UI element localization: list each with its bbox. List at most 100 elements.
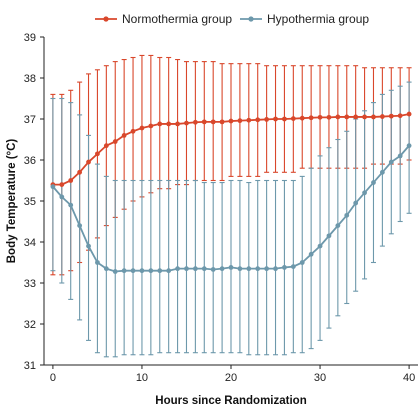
y-tick-label: 35	[24, 196, 36, 208]
data-point-hypothermia	[148, 268, 154, 274]
data-point-normothermia	[344, 114, 350, 120]
data-point-hypothermia	[77, 223, 83, 229]
data-point-normothermia	[290, 116, 296, 121]
data-point-hypothermia	[379, 169, 385, 175]
data-point-hypothermia	[157, 268, 163, 274]
data-point-normothermia	[362, 114, 367, 120]
data-point-hypothermia	[264, 266, 270, 272]
y-axis-title: Body Temperature (°C)	[6, 139, 18, 264]
data-point-normothermia	[335, 114, 341, 120]
y-tick-label: 33	[24, 278, 36, 290]
x-tick-label: 30	[314, 372, 326, 384]
x-tick-label: 10	[136, 372, 148, 384]
data-point-normothermia	[175, 121, 180, 127]
y-tick-label: 34	[24, 237, 36, 249]
legend: Normothermia group Hypothermia group	[95, 12, 369, 26]
data-point-hypothermia	[175, 266, 180, 272]
data-point-normothermia	[282, 116, 287, 122]
data-point-normothermia	[130, 128, 136, 134]
data-point-normothermia	[201, 119, 207, 125]
x-tick-label: 20	[225, 372, 237, 384]
data-point-normothermia	[317, 114, 323, 120]
data-point-hypothermia	[59, 194, 65, 200]
legend-item-hypothermia: Hypothermia group	[240, 12, 369, 26]
data-point-hypothermia	[68, 202, 74, 208]
data-point-normothermia	[95, 151, 100, 157]
data-point-hypothermia	[290, 264, 296, 269]
data-point-hypothermia	[326, 233, 332, 239]
data-point-hypothermia	[362, 190, 367, 196]
y-tick-label: 32	[24, 319, 36, 331]
data-point-normothermia	[157, 121, 163, 127]
data-point-normothermia	[299, 115, 305, 121]
data-point-normothermia	[184, 120, 189, 126]
data-point-normothermia	[192, 119, 198, 125]
data-point-hypothermia	[210, 267, 216, 272]
data-point-hypothermia	[353, 200, 359, 206]
data-point-hypothermia	[112, 269, 118, 274]
data-point-normothermia	[59, 182, 65, 188]
legend-swatch-marker	[248, 16, 254, 22]
data-point-hypothermia	[228, 265, 234, 270]
data-point-normothermia	[103, 143, 109, 149]
data-point-hypothermia	[397, 153, 403, 159]
data-point-normothermia	[228, 118, 234, 124]
data-point-normothermia	[379, 114, 385, 119]
data-point-hypothermia	[282, 265, 287, 270]
y-tick-label: 38	[24, 73, 36, 85]
y-tick-label: 39	[24, 32, 36, 44]
data-point-hypothermia	[255, 266, 261, 272]
data-point-normothermia	[86, 159, 91, 165]
data-point-normothermia	[273, 116, 278, 122]
data-point-normothermia	[264, 117, 270, 122]
legend-swatch-marker	[103, 16, 109, 22]
data-point-hypothermia	[50, 184, 56, 190]
legend-label-normothermia: Normothermia group	[122, 12, 232, 26]
data-point-hypothermia	[192, 266, 198, 272]
legend-label-hypothermia: Hypothermia group	[267, 12, 369, 26]
data-point-hypothermia	[219, 266, 225, 272]
data-point-hypothermia	[273, 266, 278, 272]
data-point-normothermia	[77, 169, 83, 175]
data-point-normothermia	[246, 117, 252, 123]
data-point-hypothermia	[130, 268, 136, 274]
data-point-normothermia	[148, 123, 154, 129]
data-point-normothermia	[112, 139, 118, 144]
error-bars	[50, 54, 412, 358]
data-point-normothermia	[397, 113, 403, 119]
data-point-hypothermia	[335, 223, 341, 229]
data-point-hypothermia	[166, 268, 172, 274]
y-tick-label: 31	[24, 360, 36, 372]
data-point-hypothermia	[139, 268, 145, 274]
data-point-normothermia	[406, 111, 412, 117]
data-point-normothermia	[308, 115, 314, 121]
data-point-normothermia	[326, 114, 332, 120]
data-point-hypothermia	[121, 268, 127, 274]
data-point-hypothermia	[308, 251, 314, 257]
data-point-normothermia	[371, 114, 376, 120]
legend-item-normothermia: Normothermia group	[95, 12, 232, 26]
data-point-hypothermia	[103, 266, 109, 272]
data-point-normothermia	[166, 121, 172, 127]
data-point-hypothermia	[246, 266, 252, 272]
data-point-normothermia	[353, 114, 359, 120]
y-tick-label: 36	[24, 155, 36, 167]
data-point-hypothermia	[184, 266, 189, 272]
series-points	[50, 111, 412, 274]
data-point-normothermia	[388, 113, 394, 119]
data-point-hypothermia	[344, 212, 350, 218]
data-point-normothermia	[237, 118, 243, 124]
x-axis-title: Hours since Randomization	[155, 395, 306, 407]
data-point-hypothermia	[317, 243, 323, 249]
data-point-hypothermia	[406, 143, 412, 149]
data-point-hypothermia	[299, 260, 305, 265]
data-point-hypothermia	[95, 260, 100, 265]
data-point-normothermia	[121, 133, 127, 138]
axes: 31 32 33 34 35 36 37 38 39 0 10 20 30 40	[24, 32, 418, 384]
data-point-hypothermia	[371, 180, 376, 185]
data-point-normothermia	[68, 178, 74, 183]
x-tick-label: 40	[403, 372, 415, 384]
data-point-normothermia	[255, 117, 261, 123]
data-point-hypothermia	[237, 266, 243, 272]
